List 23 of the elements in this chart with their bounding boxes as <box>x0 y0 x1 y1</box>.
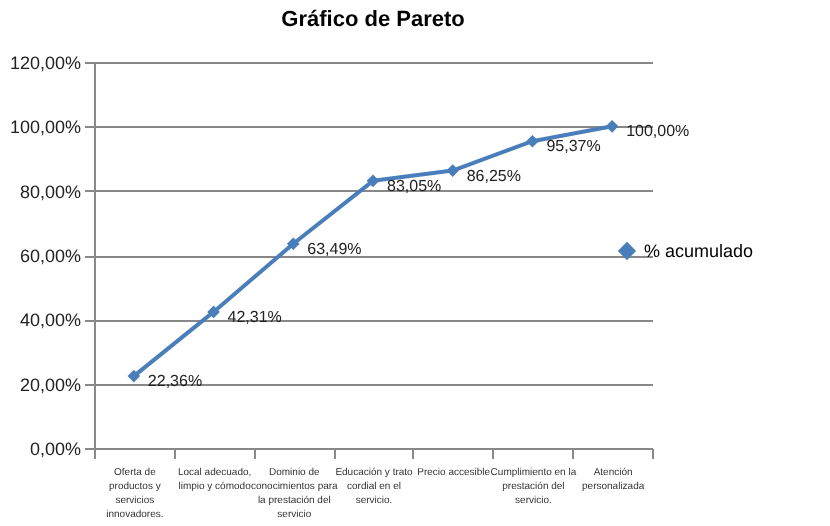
point <box>526 134 539 148</box>
y-tick-label: 120,00% <box>9 53 81 73</box>
y-tick-label: 0,00% <box>29 439 81 459</box>
point <box>446 164 460 177</box>
data-label: 22,36% <box>147 372 203 391</box>
point <box>605 120 619 133</box>
y-tick-label: 20,00% <box>19 374 81 395</box>
point <box>366 174 380 188</box>
data-label: 95,37% <box>546 137 601 156</box>
point <box>127 369 141 383</box>
data-label: 100,00% <box>626 122 690 141</box>
point <box>207 305 220 319</box>
data-label: 83,05% <box>387 176 442 195</box>
data-label: 42,31% <box>227 307 282 326</box>
y-tick-label: 40,00% <box>19 310 81 331</box>
chart-title: Gráfico de Pareto <box>281 8 466 32</box>
y-tick-label: 100,00% <box>9 117 81 138</box>
y-tick-label: 80,00% <box>19 181 81 202</box>
legend-label: % acumulado <box>644 241 754 261</box>
data-label: 63,49% <box>307 239 362 258</box>
y-tick-label: 60,00% <box>19 246 81 266</box>
data-label: 86,25% <box>466 166 521 185</box>
point <box>286 237 300 251</box>
